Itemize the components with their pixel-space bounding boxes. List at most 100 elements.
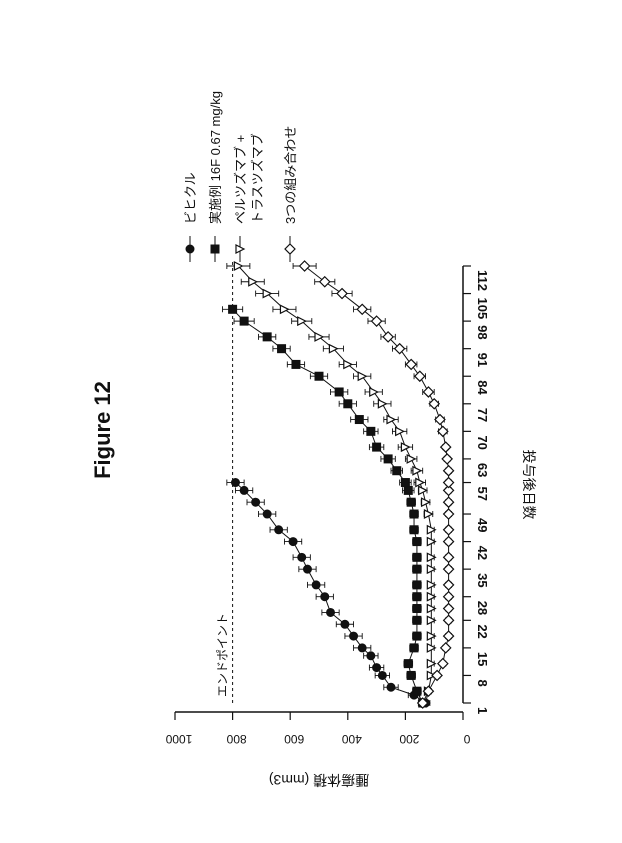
legend-marker xyxy=(285,244,295,254)
value-tick-label: 600 xyxy=(284,732,304,746)
series-3-point xyxy=(432,670,442,680)
series-1-point xyxy=(240,317,248,325)
series-3-point xyxy=(444,466,454,476)
series-2-point xyxy=(413,467,421,475)
series-3-point xyxy=(435,415,445,425)
value-axis-title: 腫瘍体積 (mm3) xyxy=(269,772,369,788)
legend-label: 実施例 16F 0.67 mg/kg xyxy=(208,91,223,224)
day-tick-label: 15 xyxy=(475,652,490,666)
value-tick-label: 400 xyxy=(341,732,361,746)
series-0-point xyxy=(303,565,311,573)
series-1-point xyxy=(404,660,412,668)
day-tick-label: 28 xyxy=(475,601,490,615)
series-1-point xyxy=(404,486,412,494)
series-3-point xyxy=(444,509,454,519)
series-1-point xyxy=(407,671,415,679)
series-1-point xyxy=(401,479,409,487)
legend-label: ペルツズマブ + xyxy=(233,135,248,224)
value-tick-label: 0 xyxy=(463,732,470,746)
series-1-point xyxy=(373,443,381,451)
series-line-1 xyxy=(233,309,423,703)
series-3-point xyxy=(444,478,454,488)
series-3-point xyxy=(429,399,439,409)
series-0-point xyxy=(263,510,271,518)
series-0-point xyxy=(378,671,386,679)
series-2-point xyxy=(401,443,409,451)
series-0-point xyxy=(231,479,239,487)
series-2-point xyxy=(370,388,378,396)
series-3-point xyxy=(415,371,425,381)
series-1-point xyxy=(413,605,421,613)
series-3-point xyxy=(444,525,454,535)
value-tick-label: 200 xyxy=(399,732,419,746)
series-0-point xyxy=(289,538,297,546)
series-1-point xyxy=(335,388,343,396)
series-2-point xyxy=(416,479,424,487)
series-1-point xyxy=(413,565,421,573)
legend-marker xyxy=(211,245,219,253)
series-0-point xyxy=(312,581,320,589)
series-1-point xyxy=(413,687,421,695)
series-3-point xyxy=(444,537,454,547)
series-3-point xyxy=(444,615,454,625)
series-1-point xyxy=(413,581,421,589)
value-tick-label: 1000 xyxy=(165,732,192,746)
day-tick-label: 57 xyxy=(475,487,490,501)
series-0-point xyxy=(327,608,335,616)
series-3-point xyxy=(320,277,330,287)
day-tick-label: 42 xyxy=(475,546,490,560)
series-0-point xyxy=(341,620,349,628)
series-2-point xyxy=(387,416,395,424)
legend-marker xyxy=(186,245,194,253)
series-1-point xyxy=(344,400,352,408)
series-1-point xyxy=(413,593,421,601)
legend-label: 3つの組み合わせ xyxy=(283,126,298,224)
legend-label: トラスツズマブ xyxy=(250,133,265,224)
series-1-point xyxy=(315,372,323,380)
series-1-point xyxy=(393,467,401,475)
day-tick-label: 77 xyxy=(475,408,490,422)
day-tick-label: 70 xyxy=(475,435,490,449)
series-0-point xyxy=(350,632,358,640)
series-1-point xyxy=(413,632,421,640)
series-0-point xyxy=(252,498,260,506)
series-0-point xyxy=(387,683,395,691)
series-1-point xyxy=(367,427,375,435)
day-tick-label: 98 xyxy=(475,325,490,339)
series-3-point xyxy=(300,261,310,271)
series-1-point xyxy=(263,333,271,341)
day-tick-label: 84 xyxy=(475,380,490,395)
legend-label: ビヒクル xyxy=(183,172,198,224)
series-1-point xyxy=(410,510,418,518)
day-tick-label: 35 xyxy=(475,573,490,587)
value-tick-label: 800 xyxy=(226,732,246,746)
series-1-point xyxy=(355,416,363,424)
series-2-point xyxy=(358,372,366,380)
series-3-point xyxy=(438,426,448,436)
day-tick-label: 63 xyxy=(475,463,490,477)
day-tick-label: 91 xyxy=(475,353,490,367)
series-1-point xyxy=(413,553,421,561)
series-1-point xyxy=(410,644,418,652)
day-axis-title: 投与後日数 xyxy=(521,450,537,520)
series-3-point xyxy=(441,442,451,452)
series-2-point xyxy=(378,400,386,408)
series-2-point xyxy=(280,305,288,313)
series-0-point xyxy=(240,486,248,494)
series-0-point xyxy=(275,526,283,534)
series-1-point xyxy=(384,455,392,463)
endpoint-label: エンドポイント xyxy=(216,613,230,697)
series-1-point xyxy=(229,305,237,313)
day-tick-label: 1 xyxy=(475,707,490,714)
series-1-point xyxy=(410,526,418,534)
series-3-point xyxy=(444,552,454,562)
day-tick-label: 112 xyxy=(475,270,490,291)
series-0-point xyxy=(321,593,329,601)
series-2-point xyxy=(424,510,432,518)
series-3-point xyxy=(423,387,433,397)
series-3-point xyxy=(444,592,454,602)
series-1-point xyxy=(278,345,286,353)
series-3-point xyxy=(406,359,416,369)
